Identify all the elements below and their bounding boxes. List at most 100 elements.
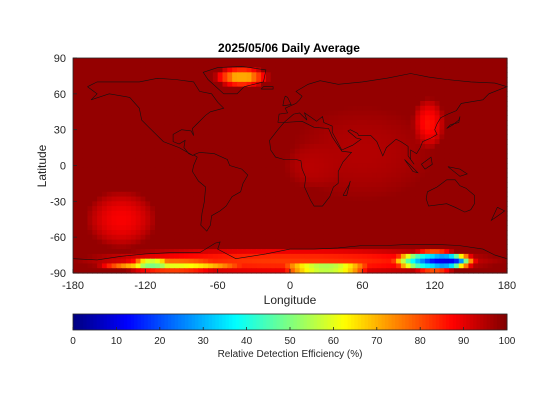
heatmap-cell: [367, 196, 373, 202]
heatmap-cell: [246, 91, 253, 97]
heatmap-cell: [169, 153, 175, 159]
heatmap-cell: [101, 249, 108, 255]
heatmap-cell: [381, 124, 388, 131]
heatmap-cell: [232, 263, 238, 269]
heatmap-cell: [357, 258, 363, 265]
heatmap-cell: [338, 249, 344, 255]
heatmap-cell: [135, 230, 142, 236]
heatmap-cell: [106, 129, 113, 136]
heatmap-cell: [246, 77, 253, 83]
heatmap-cell: [227, 167, 233, 174]
heatmap-cell: [154, 196, 161, 202]
heatmap-cell: [338, 215, 344, 222]
heatmap-cell: [208, 139, 214, 145]
heatmap-cell: [405, 210, 412, 217]
heatmap-cell: [362, 191, 368, 198]
heatmap-cell: [391, 134, 397, 140]
heatmap-cell: [285, 77, 291, 83]
heatmap-cell: [188, 172, 195, 179]
heatmap-cell: [174, 124, 180, 131]
heatmap-cell: [290, 115, 296, 121]
heatmap-cell: [405, 86, 412, 93]
heatmap-cell: [111, 96, 117, 102]
heatmap-cell: [73, 158, 79, 164]
heatmap-cell: [126, 144, 132, 150]
heatmap-cell: [174, 230, 180, 236]
heatmap-cell: [179, 249, 185, 255]
heatmap-cell: [333, 58, 339, 64]
heatmap-cell: [265, 258, 272, 265]
heatmap-cell: [135, 77, 142, 83]
heatmap-cell: [169, 158, 175, 164]
heatmap-cell: [400, 101, 407, 107]
heatmap-cell: [362, 72, 368, 78]
heatmap-cell: [458, 72, 465, 78]
heatmap-cell: [222, 177, 228, 183]
heatmap-cell: [415, 258, 421, 265]
heatmap-cell: [236, 72, 243, 78]
heatmap-cell: [275, 201, 281, 207]
heatmap-cell: [367, 86, 373, 93]
heatmap-cell: [400, 177, 407, 183]
heatmap-cell: [101, 230, 108, 236]
heatmap-cell: [285, 244, 291, 250]
heatmap-cell: [164, 153, 171, 159]
heatmap-cell: [188, 268, 195, 274]
heatmap-cell: [82, 72, 89, 78]
heatmap-cell: [169, 148, 175, 155]
heatmap-cell: [241, 177, 248, 183]
colorbar-tick-label: 90: [458, 336, 470, 347]
heatmap-cell: [159, 62, 166, 69]
heatmap-cell: [314, 201, 320, 207]
heatmap-cell: [468, 105, 474, 112]
heatmap-cell: [453, 163, 460, 169]
heatmap-cell: [203, 81, 209, 88]
heatmap-cell: [405, 120, 412, 126]
heatmap-cell: [97, 86, 103, 93]
heatmap-cell: [492, 77, 498, 83]
heatmap-cell: [396, 124, 402, 131]
heatmap-cell: [386, 110, 392, 116]
heatmap-cell: [429, 101, 436, 107]
heatmap-cell: [285, 253, 291, 260]
heatmap-cell: [415, 124, 421, 131]
heatmap-cell: [304, 177, 310, 183]
heatmap-cell: [145, 72, 151, 78]
heatmap-cell: [164, 220, 171, 226]
heatmap-cell: [318, 110, 325, 116]
heatmap-cell: [198, 110, 204, 116]
heatmap-cell: [265, 249, 272, 255]
heatmap-cell: [203, 187, 209, 193]
heatmap-cell: [236, 129, 243, 136]
heatmap-cell: [130, 210, 137, 217]
heatmap-cell: [343, 230, 349, 236]
heatmap-cell: [261, 158, 267, 164]
heatmap-cell: [232, 129, 238, 136]
heatmap-cell: [251, 91, 257, 97]
heatmap-cell: [304, 258, 310, 265]
heatmap-cell: [338, 268, 344, 274]
heatmap-cell: [425, 268, 431, 274]
heatmap-cell: [179, 167, 185, 174]
heatmap-cell: [232, 206, 238, 212]
heatmap-cell: [87, 58, 93, 64]
heatmap-cell: [77, 263, 84, 269]
heatmap-cell: [420, 210, 426, 217]
heatmap-cell: [294, 225, 301, 231]
heatmap-cell: [140, 86, 146, 93]
heatmap-cell: [208, 230, 214, 236]
heatmap-cell: [333, 263, 339, 269]
heatmap-cell: [92, 230, 98, 236]
heatmap-cell: [154, 148, 161, 155]
heatmap-cell: [328, 177, 334, 183]
heatmap-cell: [473, 105, 479, 112]
heatmap-cell: [487, 153, 494, 159]
heatmap-cell: [381, 158, 388, 164]
heatmap-cell: [73, 177, 79, 183]
heatmap-cell: [396, 253, 402, 260]
heatmap-cell: [376, 67, 383, 73]
heatmap-cell: [391, 244, 397, 250]
heatmap-cell: [318, 253, 325, 260]
heatmap-cell: [449, 167, 455, 174]
heatmap-cell: [265, 220, 272, 226]
